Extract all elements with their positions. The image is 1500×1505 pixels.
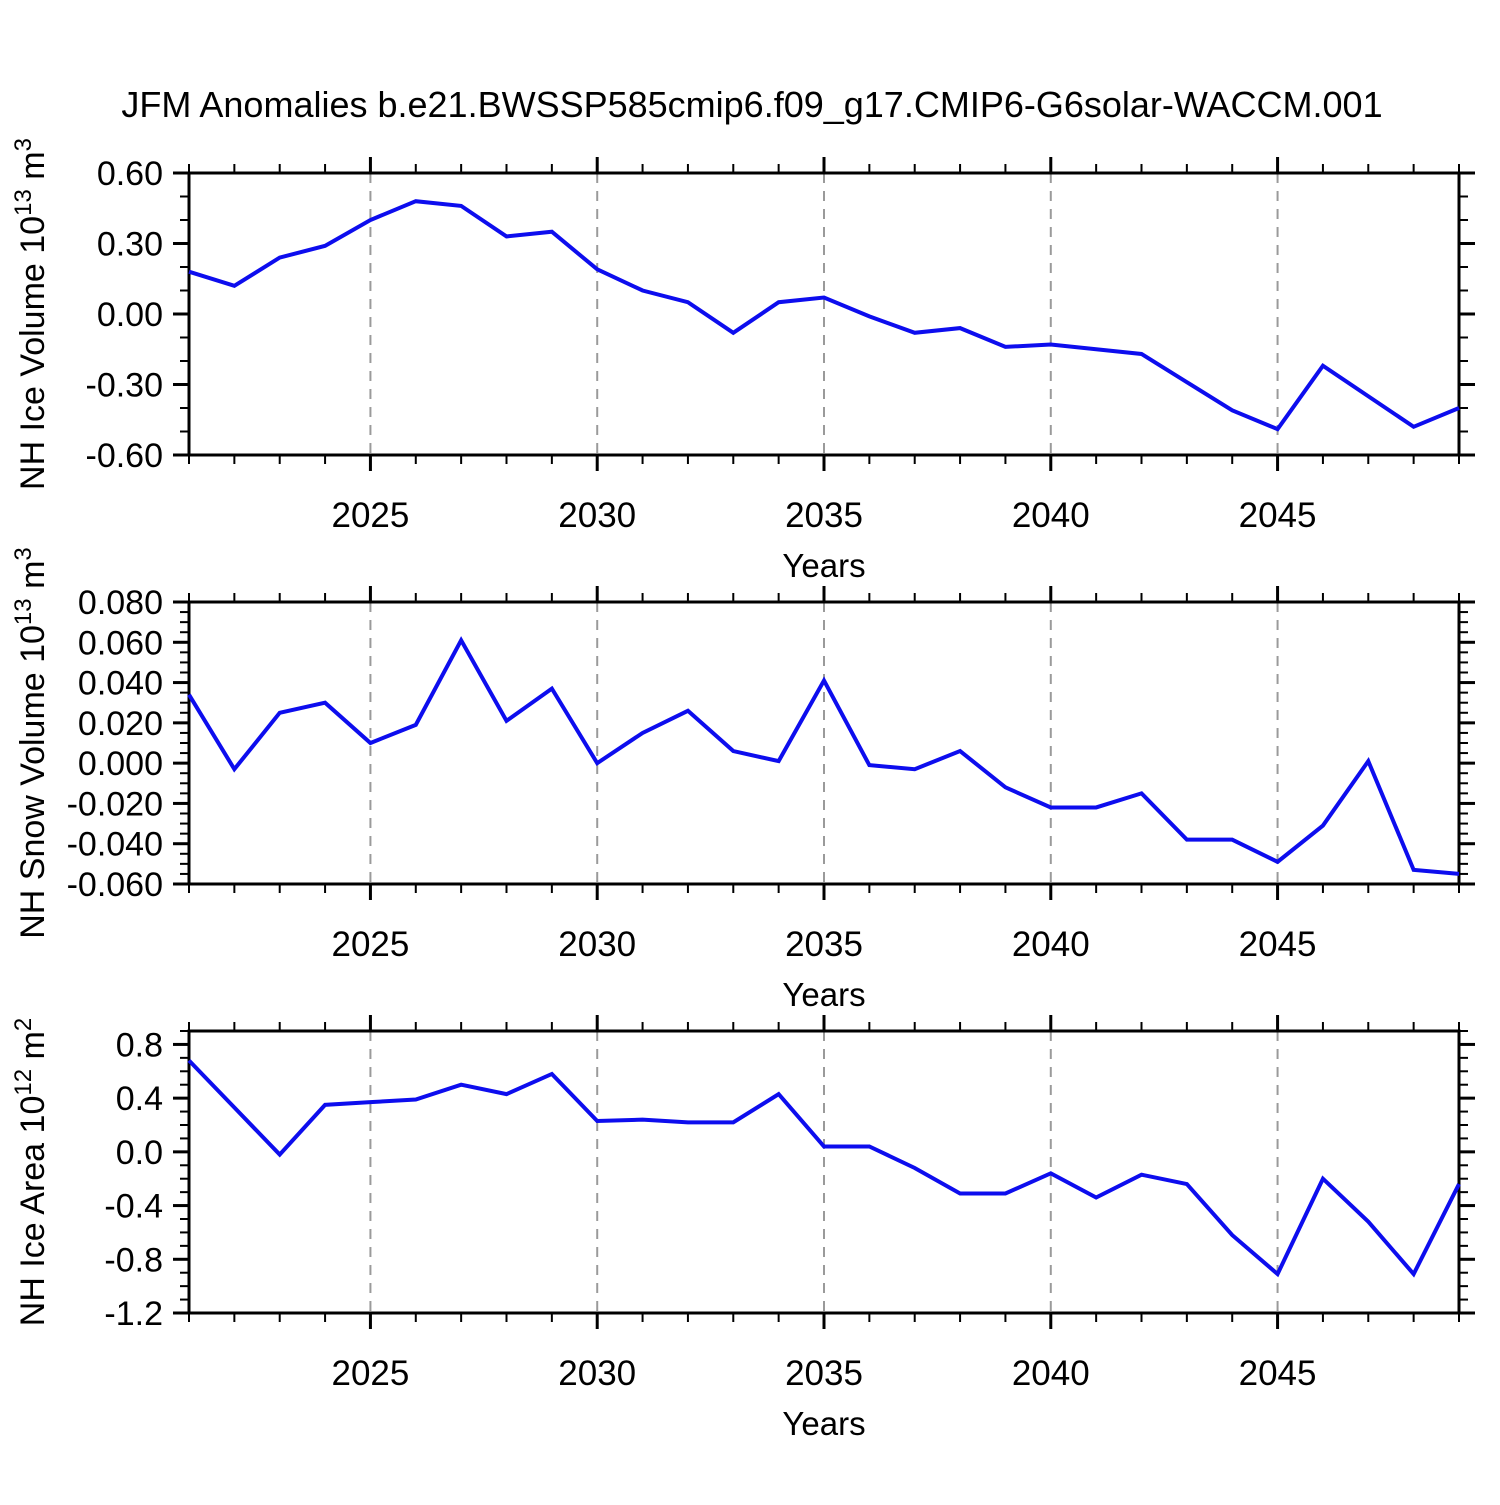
y-axis-title: NH Ice Area 1012 m2 [10, 1018, 52, 1326]
y-tick-label: 0.000 [78, 745, 163, 783]
x-tick-label: 2045 [1239, 925, 1317, 964]
y-tick-label: -0.020 [67, 785, 163, 823]
x-tick-label: 2040 [1012, 925, 1090, 964]
y-tick-label: -0.060 [67, 866, 163, 904]
y-tick-label: 0.30 [97, 226, 163, 264]
y-axis-title: NH Snow Volume 1013 m3 [10, 547, 52, 939]
data-line [188, 199, 1460, 432]
y-tick-label: -0.4 [104, 1188, 163, 1226]
y-tick-label: 0.0 [116, 1134, 163, 1172]
y-tick-label: 0.060 [78, 624, 163, 662]
data-line [187, 1059, 1461, 1278]
panel-nh-snow-volume: 0.0800.0600.0400.0200.000-0.020-0.040-0.… [10, 547, 1475, 1013]
data-line [187, 636, 1460, 876]
x-tick-label: 2025 [331, 496, 409, 535]
x-axis-title: Years [782, 1405, 865, 1442]
x-axis-title: Years [782, 976, 865, 1013]
x-tick-label: 2030 [558, 925, 636, 964]
x-axis-title: Years [782, 547, 865, 584]
x-tick-label: 2035 [785, 496, 863, 535]
y-tick-label: 0.60 [97, 155, 163, 193]
y-axis-title: NH Ice Volume 1013 m3 [10, 138, 52, 490]
x-tick-label: 2025 [331, 925, 409, 964]
y-tick-label: -0.30 [86, 367, 164, 405]
panel-nh-ice-volume: 0.60 0.30 0.00 -0.30 -0.60 2025 2030 2035 2040 20… [10, 138, 1475, 584]
y-tick-label: 0.080 [78, 584, 163, 622]
x-tick-label: 2040 [1012, 1354, 1090, 1393]
panel-nh-ice-area: 0.8 0.4 0.0 -0.4 -0.8 -1.2 2025 2030 2035 2040 204… [10, 1015, 1475, 1442]
x-tick-label: 2045 [1239, 496, 1317, 535]
x-tick-label: 2030 [558, 1354, 636, 1393]
y-tick-label: 0.00 [97, 296, 163, 334]
x-tick-label: 2035 [785, 1354, 863, 1393]
y-tick-label: 0.040 [78, 665, 163, 703]
x-tick-label: 2040 [1012, 496, 1090, 535]
y-tick-label: 0.020 [78, 705, 163, 743]
y-tick-label: -0.8 [104, 1241, 163, 1279]
y-tick-label: 0.4 [116, 1080, 163, 1118]
x-tick-label: 2030 [558, 496, 636, 535]
x-tick-label: 2025 [331, 1354, 409, 1393]
y-tick-label: -0.040 [67, 826, 163, 864]
chart-title: JFM Anomalies b.e21.BWSSP585cmip6.f09_g1… [121, 84, 1383, 125]
y-tick-label: 0.8 [116, 1026, 163, 1064]
y-tick-label: -1.2 [104, 1295, 163, 1333]
x-tick-label: 2045 [1239, 1354, 1317, 1393]
y-tick-label: -0.60 [86, 437, 164, 475]
x-tick-label: 2035 [785, 925, 863, 964]
